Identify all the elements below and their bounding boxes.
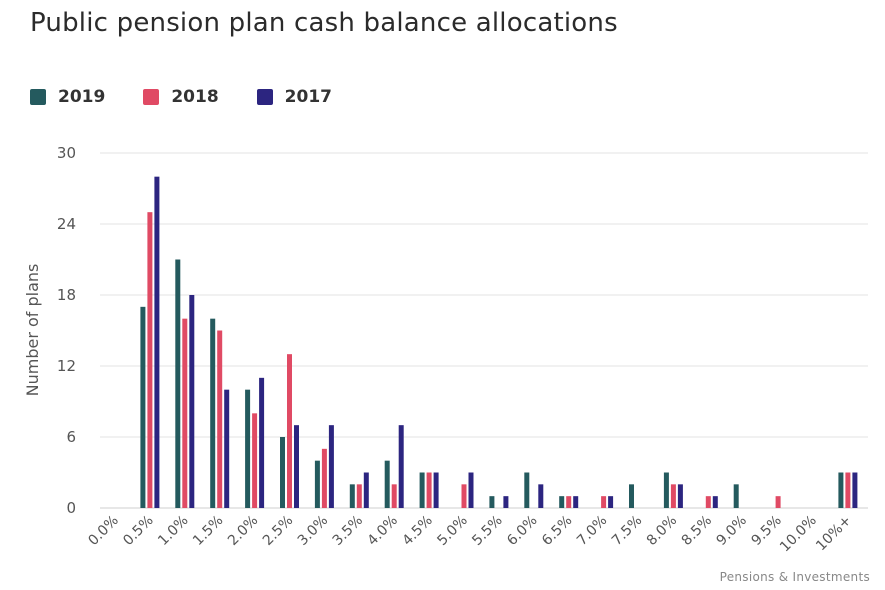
legend-swatch-2019	[30, 89, 46, 105]
bar-2019-10%+[interactable]	[838, 472, 844, 509]
bar-2019-7.5%[interactable]	[629, 484, 634, 508]
x-tick-label: 6.5%	[539, 513, 575, 549]
bar-2019-8.0%[interactable]	[663, 472, 669, 509]
bar-2017-8.5%[interactable]	[712, 496, 718, 508]
bar-2018-9.5%[interactable]	[775, 496, 781, 508]
legend-swatch-2018	[143, 89, 160, 105]
legend-item-2017[interactable]: 2017	[256, 87, 332, 107]
bar-2018-3.0%[interactable]	[321, 448, 327, 508]
bar-2017-2.5%[interactable]	[294, 425, 299, 508]
bar-2017-6.0%[interactable]	[538, 484, 544, 508]
legend-label-2017: 2017	[284, 87, 332, 107]
bar-2018-10%+[interactable]	[845, 472, 851, 509]
bar-2018-1.0%[interactable]	[182, 318, 188, 508]
x-tick-label: 0.0%	[85, 513, 121, 549]
x-tick-label: 1.0%	[155, 513, 191, 549]
bar-2019-1.5%[interactable]	[210, 318, 216, 508]
bar-2019-4.5%[interactable]	[419, 472, 425, 509]
bar-2018-3.5%[interactable]	[356, 484, 362, 508]
bar-2019-9.0%[interactable]	[733, 484, 739, 508]
x-tick-label: 10%+	[813, 513, 855, 555]
bar-2019-3.0%[interactable]	[314, 460, 320, 508]
x-tick-label: 3.0%	[295, 513, 331, 549]
bar-2017-10%+[interactable]	[852, 472, 858, 509]
y-tick-label: 12	[57, 357, 76, 375]
source-credit: Pensions & Investments	[719, 570, 870, 584]
x-tick-label: 4.0%	[365, 513, 401, 549]
bar-2019-6.0%[interactable]	[524, 472, 530, 509]
x-tick-label: 9.0%	[714, 513, 750, 549]
bar-2019-5.5%[interactable]	[489, 496, 495, 508]
x-tick-label: 5.0%	[434, 513, 470, 549]
bar-2019-4.0%[interactable]	[384, 460, 390, 508]
bar-2017-1.0%[interactable]	[189, 295, 195, 508]
chart-title: Public pension plan cash balance allocat…	[30, 8, 618, 38]
bar-2018-2.0%[interactable]	[252, 413, 258, 508]
bar-2017-3.5%[interactable]	[363, 472, 369, 509]
bar-2017-0.5%[interactable]	[154, 176, 160, 508]
y-axis-label: Number of plans	[23, 264, 42, 397]
bar-2017-2.0%[interactable]	[259, 377, 265, 508]
bar-2017-4.0%[interactable]	[398, 425, 404, 508]
x-tick-label: 10.0%	[777, 513, 820, 556]
y-tick-label: 24	[57, 215, 76, 233]
x-tick-label: 3.5%	[330, 513, 366, 549]
legend-label-2018: 2018	[171, 87, 219, 107]
bar-2019-0.5%[interactable]	[140, 306, 146, 508]
bar-2017-6.5%[interactable]	[573, 496, 579, 508]
bar-2019-1.0%[interactable]	[175, 259, 181, 509]
bar-2017-3.0%[interactable]	[328, 425, 334, 508]
bar-2018-8.5%[interactable]	[705, 496, 711, 508]
y-tick-label: 18	[57, 286, 76, 304]
x-tick-label: 2.5%	[260, 513, 296, 549]
x-tick-label: 1.5%	[190, 513, 226, 549]
bar-2018-0.5%[interactable]	[147, 212, 153, 508]
x-tick-label: 8.5%	[679, 513, 715, 549]
legend: 2019 2018 2017	[30, 87, 370, 107]
bar-2017-5.5%[interactable]	[503, 496, 509, 508]
bar-2017-1.5%[interactable]	[224, 389, 230, 508]
bars-layer	[140, 176, 858, 509]
bar-2018-8.0%[interactable]	[670, 484, 676, 508]
legend-label-2019: 2019	[58, 87, 106, 107]
bar-2017-8.0%[interactable]	[677, 484, 683, 508]
x-tick-label: 5.5%	[469, 513, 505, 549]
bar-2017-5.0%[interactable]	[468, 472, 474, 509]
bar-2018-6.5%[interactable]	[566, 496, 572, 508]
x-tick-label: 7.5%	[609, 513, 645, 549]
legend-item-2019[interactable]: 2019	[30, 87, 105, 107]
legend-item-2018[interactable]: 2018	[143, 87, 219, 107]
bar-2017-7.0%[interactable]	[608, 496, 614, 508]
bar-2019-2.0%[interactable]	[245, 389, 251, 508]
bar-2018-5.0%[interactable]	[461, 484, 467, 508]
bar-2019-3.5%[interactable]	[349, 484, 355, 508]
x-tick-label: 6.0%	[504, 513, 540, 549]
legend-swatch-2017	[256, 89, 273, 105]
bar-2018-2.5%[interactable]	[287, 354, 292, 508]
x-tick-label: 8.0%	[644, 513, 680, 549]
bar-2018-4.0%[interactable]	[391, 484, 397, 508]
y-tick-label: 30	[57, 144, 76, 162]
bar-2019-2.5%[interactable]	[280, 437, 285, 508]
x-tick-label: 2.0%	[225, 513, 261, 549]
x-tick-label: 7.0%	[574, 513, 610, 549]
bar-2017-4.5%[interactable]	[433, 472, 439, 509]
x-tick-label: 4.5%	[399, 513, 435, 549]
bar-2019-6.5%[interactable]	[559, 496, 565, 508]
y-tick-label: 6	[66, 428, 76, 446]
bar-2018-1.5%[interactable]	[217, 330, 223, 509]
x-tick-label: 0.5%	[120, 513, 156, 549]
bar-2018-4.5%[interactable]	[426, 472, 432, 509]
y-tick-label: 0	[66, 499, 76, 517]
bar-2018-7.0%[interactable]	[601, 496, 607, 508]
